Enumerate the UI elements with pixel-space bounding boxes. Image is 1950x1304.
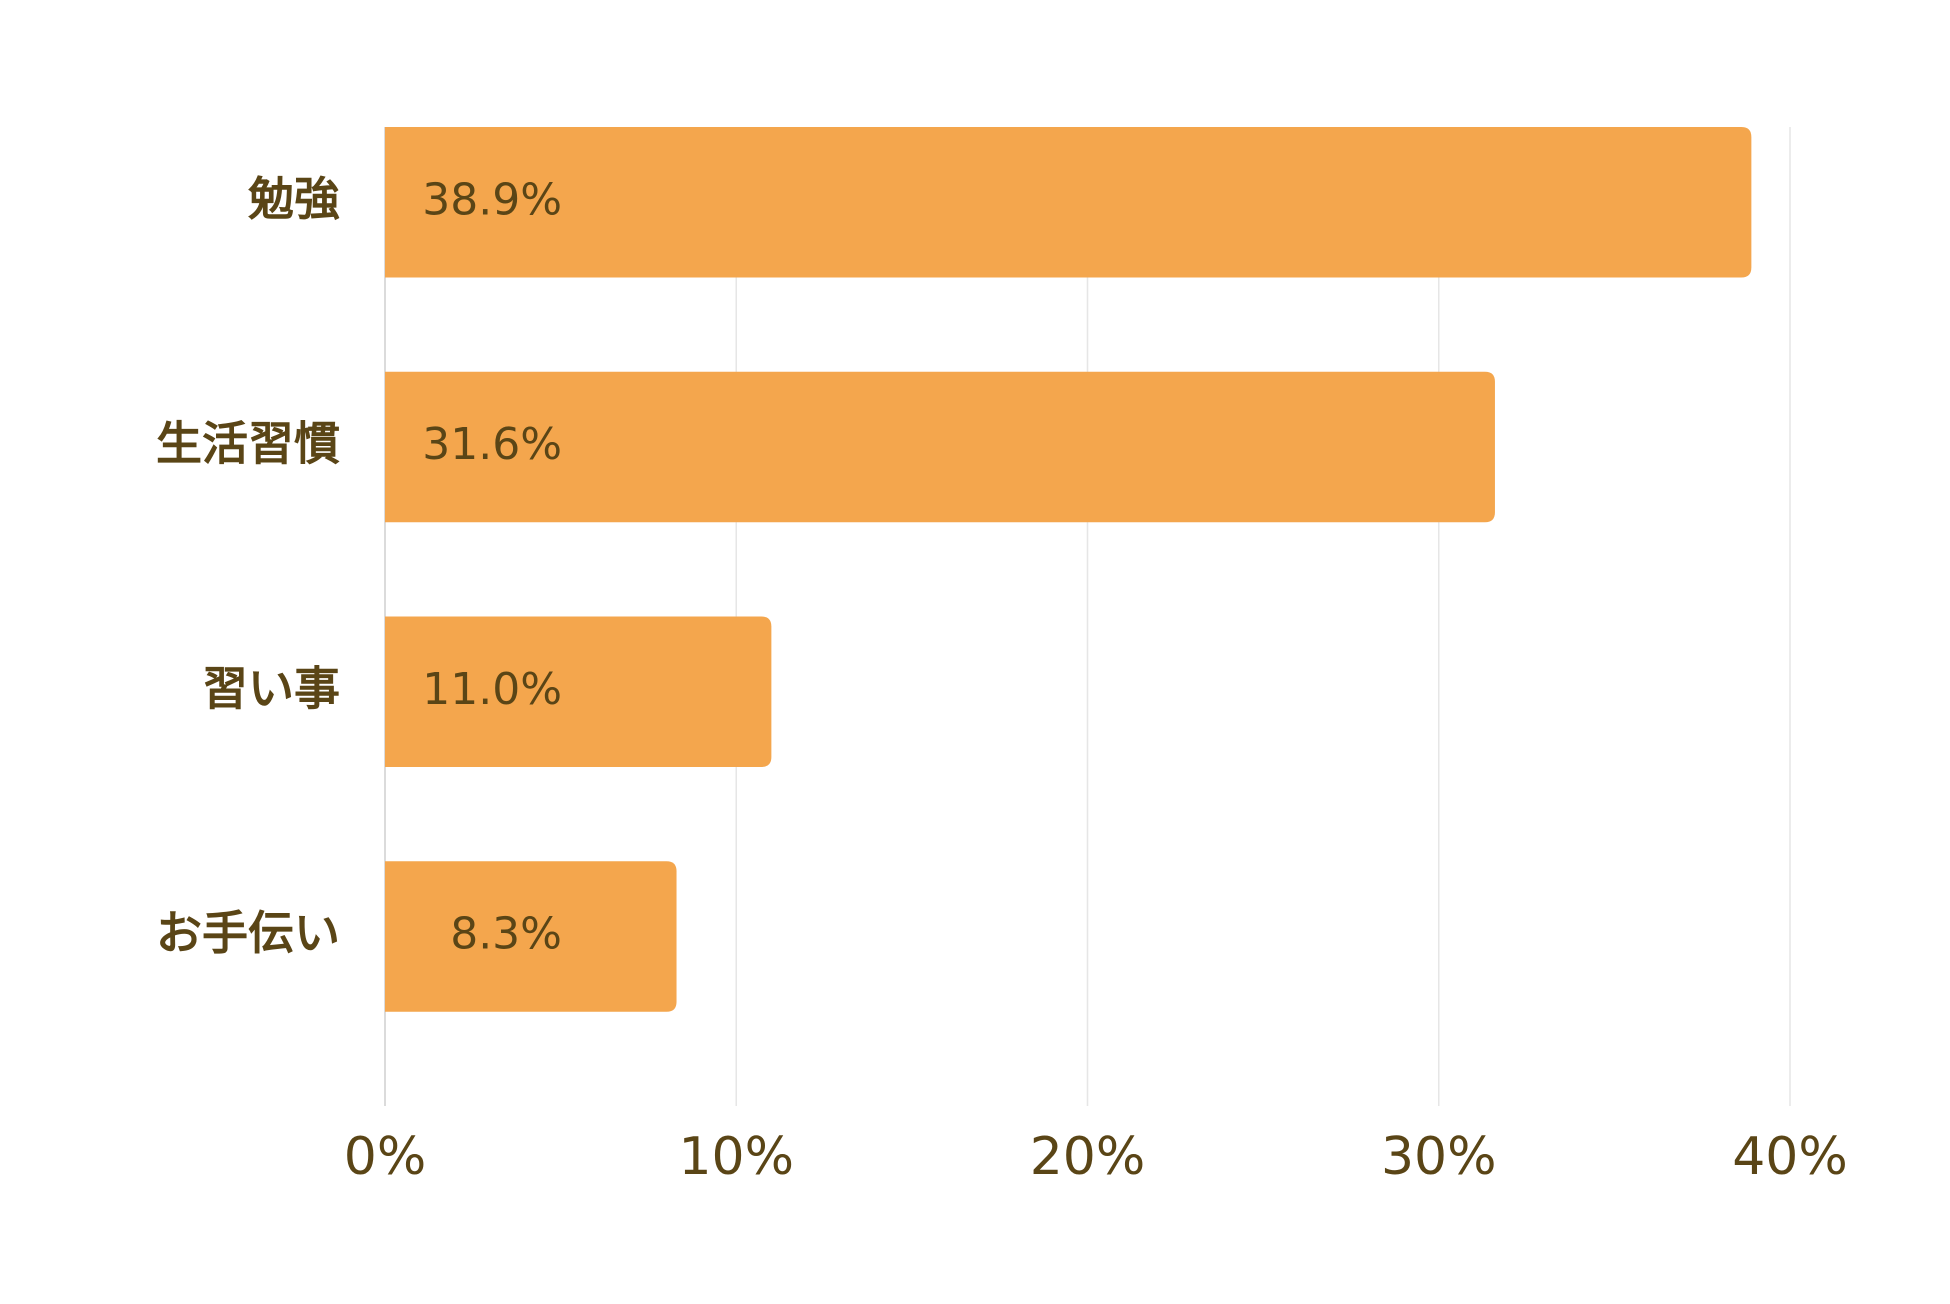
bar <box>385 861 677 1012</box>
x-tick-label: 30% <box>1381 1127 1497 1187</box>
bar <box>385 371 1495 523</box>
bar <box>385 127 1752 278</box>
value-label: 11.0% <box>422 664 562 715</box>
x-tick-label: 40% <box>1732 1127 1848 1187</box>
y-tick-label: 習い事 <box>202 661 340 715</box>
x-tick-label: 20% <box>1030 1127 1146 1187</box>
value-label: 31.6% <box>422 419 562 470</box>
x-tick-label: 10% <box>678 1127 794 1187</box>
y-tick-label: 勉強 <box>248 172 340 226</box>
value-label: 38.9% <box>422 174 562 225</box>
value-label: 8.3% <box>450 909 562 960</box>
y-tick-label: 生活習慣 <box>156 417 340 471</box>
y-tick-label: お手伝い <box>156 906 340 960</box>
x-tick-label: 0% <box>344 1127 427 1187</box>
bar <box>385 616 772 768</box>
